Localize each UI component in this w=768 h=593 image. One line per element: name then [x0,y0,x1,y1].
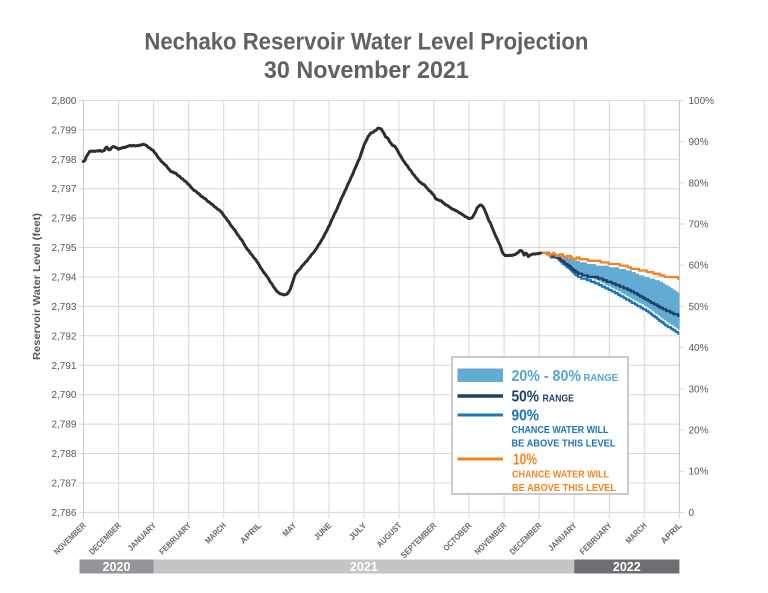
svg-text:2,787: 2,787 [51,479,76,490]
svg-text:50%: 50% [512,389,540,406]
svg-text:2020: 2020 [103,560,131,574]
svg-text:RANGE: RANGE [543,394,575,405]
svg-text:0: 0 [689,508,695,519]
svg-text:100%: 100% [689,96,715,107]
svg-text:2,793: 2,793 [51,302,76,313]
svg-text:70%: 70% [689,220,709,231]
svg-text:2,794: 2,794 [51,273,76,284]
svg-text:50%: 50% [689,302,709,313]
svg-text:2,790: 2,790 [51,390,76,401]
svg-text:2021: 2021 [350,560,378,574]
svg-text:2,800: 2,800 [51,96,76,107]
svg-text:20% - 80%: 20% - 80% [512,368,582,385]
svg-text:40%: 40% [689,343,709,354]
svg-text:2,799: 2,799 [51,125,76,136]
svg-text:90%: 90% [512,408,540,425]
svg-text:2,789: 2,789 [51,420,76,431]
svg-text:80%: 80% [689,178,709,189]
svg-text:2,786: 2,786 [51,508,76,519]
svg-text:2,788: 2,788 [51,449,76,460]
svg-text:CHANCE WATER WILL: CHANCE WATER WILL [512,424,609,436]
svg-text:2,791: 2,791 [51,361,76,372]
svg-text:CHANCE WATER WILL: CHANCE WATER WILL [512,469,609,481]
svg-text:2022: 2022 [613,560,641,574]
svg-text:RANGE: RANGE [584,373,619,384]
svg-text:2,797: 2,797 [51,184,76,195]
svg-text:30%: 30% [689,384,709,395]
svg-text:2,795: 2,795 [51,243,76,254]
svg-text:10%: 10% [689,467,709,478]
svg-text:90%: 90% [689,137,709,148]
svg-text:30 November 2021: 30 November 2021 [264,57,469,84]
svg-text:BE ABOVE THIS LEVEL: BE ABOVE THIS LEVEL [512,438,617,450]
svg-text:20%: 20% [689,426,709,437]
svg-text:Nechako Reservoir Water Level: Nechako Reservoir Water Level Projection [144,29,588,56]
svg-text:2,796: 2,796 [51,214,76,225]
svg-text:2,798: 2,798 [51,155,76,166]
svg-text:60%: 60% [689,261,709,272]
svg-text:BE ABOVE THIS LEVEL: BE ABOVE THIS LEVEL [512,482,617,494]
svg-text:2,792: 2,792 [51,331,76,342]
svg-text:10%: 10% [513,452,537,469]
svg-text:Reservoir Water Level (feet): Reservoir Water Level (feet) [31,213,43,360]
